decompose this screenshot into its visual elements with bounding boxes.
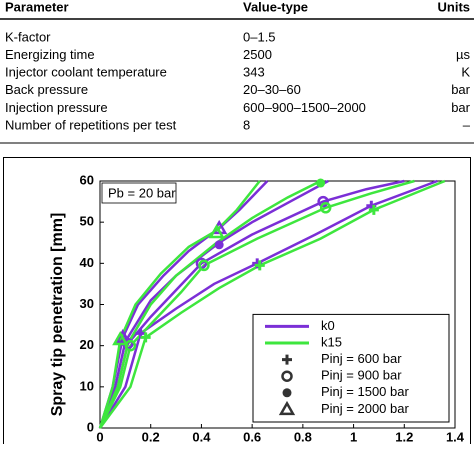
- table-cell: Injector coolant temperature: [5, 65, 167, 80]
- marker-circle: [124, 339, 137, 352]
- y-axis-label: Spray tip penetration [mm]: [49, 213, 66, 417]
- marker-circle: [198, 259, 210, 272]
- table-cell: 8: [243, 117, 250, 132]
- table-cell: Injection pressure: [5, 100, 108, 115]
- curve: [98, 179, 322, 429]
- table-cell: bar: [451, 82, 470, 97]
- marker-plus: [282, 354, 292, 365]
- x-tick-label: 0: [96, 429, 103, 444]
- curve: [98, 179, 438, 429]
- marker-triangle: [112, 330, 129, 346]
- marker-plus: [140, 332, 151, 343]
- y-tick-label: 40: [80, 255, 94, 270]
- marker-plus: [368, 204, 379, 215]
- annotation-box: [101, 182, 177, 204]
- marker-dot: [282, 388, 292, 398]
- column-header: Units: [438, 0, 471, 14]
- x-tick-label: 0.2: [142, 429, 160, 444]
- legend-label: k15: [321, 334, 342, 349]
- marker-dot: [214, 240, 224, 250]
- table-cell: 20–30–60: [243, 82, 301, 97]
- table-cell: K: [461, 65, 470, 80]
- curve: [98, 179, 415, 429]
- y-tick-label: 30: [80, 296, 94, 311]
- table-cell: Back pressure: [5, 82, 88, 97]
- marker-triangle: [208, 223, 225, 239]
- y-tick-label: 10: [80, 378, 94, 393]
- legend-label: k0: [321, 318, 335, 333]
- table-cell: Number of repetitions per test: [5, 117, 177, 132]
- table-cell: 2500: [243, 47, 272, 62]
- x-tick-label: 1.4: [446, 429, 465, 444]
- marker-plus: [254, 260, 265, 271]
- marker-plus: [135, 328, 146, 339]
- curve: [98, 179, 446, 429]
- table-cell: 0–1.5: [243, 29, 276, 44]
- table-cell: –: [463, 117, 471, 132]
- table-cell: K-factor: [5, 29, 51, 44]
- table-cell: Energizing time: [5, 47, 95, 62]
- marker-dot: [316, 178, 326, 188]
- column-header: Value-type: [243, 0, 308, 14]
- x-tick-label: 0.4: [192, 429, 211, 444]
- marker-circle: [319, 202, 332, 214]
- x-tick-label: 0.8: [294, 429, 312, 444]
- x-tick-label: 1: [350, 429, 357, 444]
- curve: [98, 180, 261, 429]
- marker-triangle: [278, 400, 296, 416]
- annotation: Pb = 20 bar: [108, 185, 176, 200]
- y-tick-label: 50: [80, 214, 94, 229]
- marker-circle: [281, 370, 293, 382]
- marker-circle: [317, 195, 329, 208]
- legend-label: Pinj = 600 bar: [321, 351, 402, 366]
- y-tick-label: 20: [80, 337, 94, 352]
- legend-label: Pinj = 900 bar: [321, 368, 402, 383]
- x-tick-label: 1.2: [395, 429, 413, 444]
- x-tick-label: 0.6: [243, 429, 261, 444]
- table-cell: µs: [456, 47, 470, 62]
- table-cell: 343: [243, 65, 265, 80]
- legend-label: Pinj = 1500 bar: [321, 384, 409, 399]
- y-tick-label: 60: [80, 172, 94, 187]
- y-tick-label: 0: [87, 419, 94, 434]
- legend-label: Pinj = 2000 bar: [321, 401, 409, 416]
- table-cell: bar: [451, 100, 470, 115]
- table-cell: 600–900–1500–2000: [243, 100, 366, 115]
- column-header: Parameter: [5, 0, 69, 14]
